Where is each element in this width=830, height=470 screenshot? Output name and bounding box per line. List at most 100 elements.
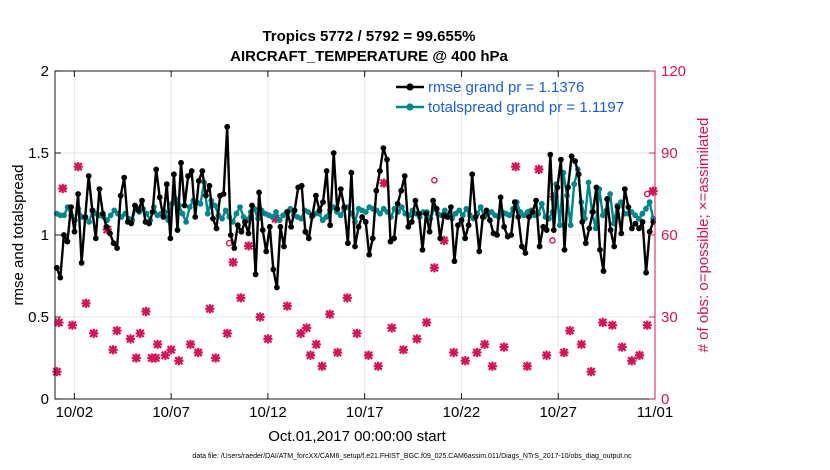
rmse-point [600, 268, 607, 274]
rmse-point [57, 274, 64, 281]
obs-assimilated-marker [73, 162, 83, 172]
obs-assimilated-marker [228, 257, 238, 267]
rmse-point [565, 184, 571, 191]
rmse-point [405, 223, 412, 230]
rmse-point [242, 219, 248, 225]
obs-assimilated-marker [586, 367, 596, 377]
obs-assimilated-marker [449, 347, 459, 358]
rmse-point [629, 225, 635, 232]
rmse-point [366, 251, 373, 258]
rmse-point [206, 182, 213, 189]
totalspread-point [197, 200, 204, 207]
rmse-point [256, 189, 262, 196]
rmse-point [593, 184, 600, 191]
rmse-point [543, 227, 550, 234]
rmse-point [341, 204, 348, 211]
rmse-point [75, 191, 81, 197]
rmse-point [621, 186, 628, 193]
y-tick-label: 1.5 [28, 145, 49, 162]
rmse-point [302, 228, 309, 235]
obs-assimilated-marker [511, 162, 521, 172]
totalspread-point [179, 210, 186, 217]
rmse-point [135, 207, 142, 214]
rmse-point [430, 197, 436, 204]
obs-assimilated-marker [151, 353, 161, 363]
totalspread-point [567, 222, 574, 229]
rmse-point [511, 199, 518, 206]
rmse-point [291, 207, 298, 214]
rmse-point [639, 219, 646, 225]
totalspread-point [618, 199, 624, 206]
rmse-point [185, 173, 192, 179]
rmse-point [153, 166, 160, 173]
totalspread-point [212, 202, 218, 209]
obs-assimilated-marker [363, 350, 374, 360]
rmse-point [128, 220, 135, 227]
obs-assimilated-marker [125, 334, 136, 344]
rmse-point [355, 223, 362, 230]
totalspread-point [183, 219, 190, 225]
x-tick-label: 11/01 [637, 404, 673, 421]
totalspread-point [269, 214, 276, 220]
totalspread-point [600, 212, 606, 219]
rmse-point [575, 171, 582, 178]
obs-assimilated-marker [379, 178, 389, 188]
x-tick-label: 10/12 [249, 404, 287, 421]
rmse-point [348, 169, 355, 176]
totalspread-point [538, 200, 545, 207]
obs-assimilated-marker [534, 164, 544, 174]
rmse-point [582, 240, 589, 247]
rmse-point [71, 228, 78, 235]
rmse-point [579, 219, 586, 225]
y-axis-label: rmse and totalspread [10, 165, 27, 306]
obs-assimilated-marker [522, 361, 532, 371]
rmse-point [419, 246, 426, 253]
totalspread-point [377, 210, 383, 217]
rmse-point [586, 225, 593, 232]
right-y-tick-label: 120 [661, 63, 686, 80]
totalspread-point [323, 214, 330, 220]
rmse-point [384, 156, 390, 163]
y-tick-label: 0 [41, 391, 49, 408]
obs-assimilated-marker [58, 183, 68, 194]
rmse-point [330, 150, 337, 156]
obs-assimilated-marker [607, 320, 618, 330]
right-y-axis-ticks: 0 30 60 90 120 [649, 63, 686, 408]
obs-assimilated-marker [302, 323, 312, 333]
obs-assimilated-marker [152, 339, 163, 349]
rmse-point [426, 228, 433, 235]
rmse-point [345, 240, 351, 247]
y-tick-label: 1 [41, 227, 49, 244]
rmse-point [309, 212, 316, 219]
rmse-point [337, 186, 344, 193]
totalspread-point [298, 215, 304, 222]
obs-assimilated-marker [135, 328, 145, 338]
rmse-point [614, 204, 621, 211]
rmse-point [252, 271, 259, 278]
rmse-point [224, 123, 231, 130]
obs-assimilated-marker [373, 361, 383, 371]
rmse-point [632, 220, 639, 227]
rmse-point [210, 215, 216, 222]
y-tick-label: 2 [41, 63, 49, 80]
rmse-point [284, 209, 291, 215]
obs-assimilated-marker [112, 326, 122, 336]
totalspread-point [237, 204, 243, 211]
y-axis-ticks: 0 0.5 1 1.5 2 [28, 63, 61, 408]
rmse-point [139, 197, 145, 204]
totalspread-point [337, 212, 344, 219]
rmse-point [298, 182, 305, 189]
obs-assimilated-marker [598, 317, 608, 328]
rmse-point [636, 225, 642, 232]
x-tick-label: 10/27 [539, 404, 577, 421]
obs-assimilated-marker [222, 328, 232, 338]
rmse-point [646, 228, 653, 235]
rmse-point [263, 248, 270, 255]
totalspread-point [86, 219, 92, 225]
rmse-point [316, 207, 323, 214]
rmse-point [92, 235, 99, 242]
rmse-point [497, 194, 504, 201]
rmse-point [394, 200, 401, 207]
obs-assimilated-marker [565, 326, 575, 336]
obs-assimilated-marker [89, 328, 99, 338]
